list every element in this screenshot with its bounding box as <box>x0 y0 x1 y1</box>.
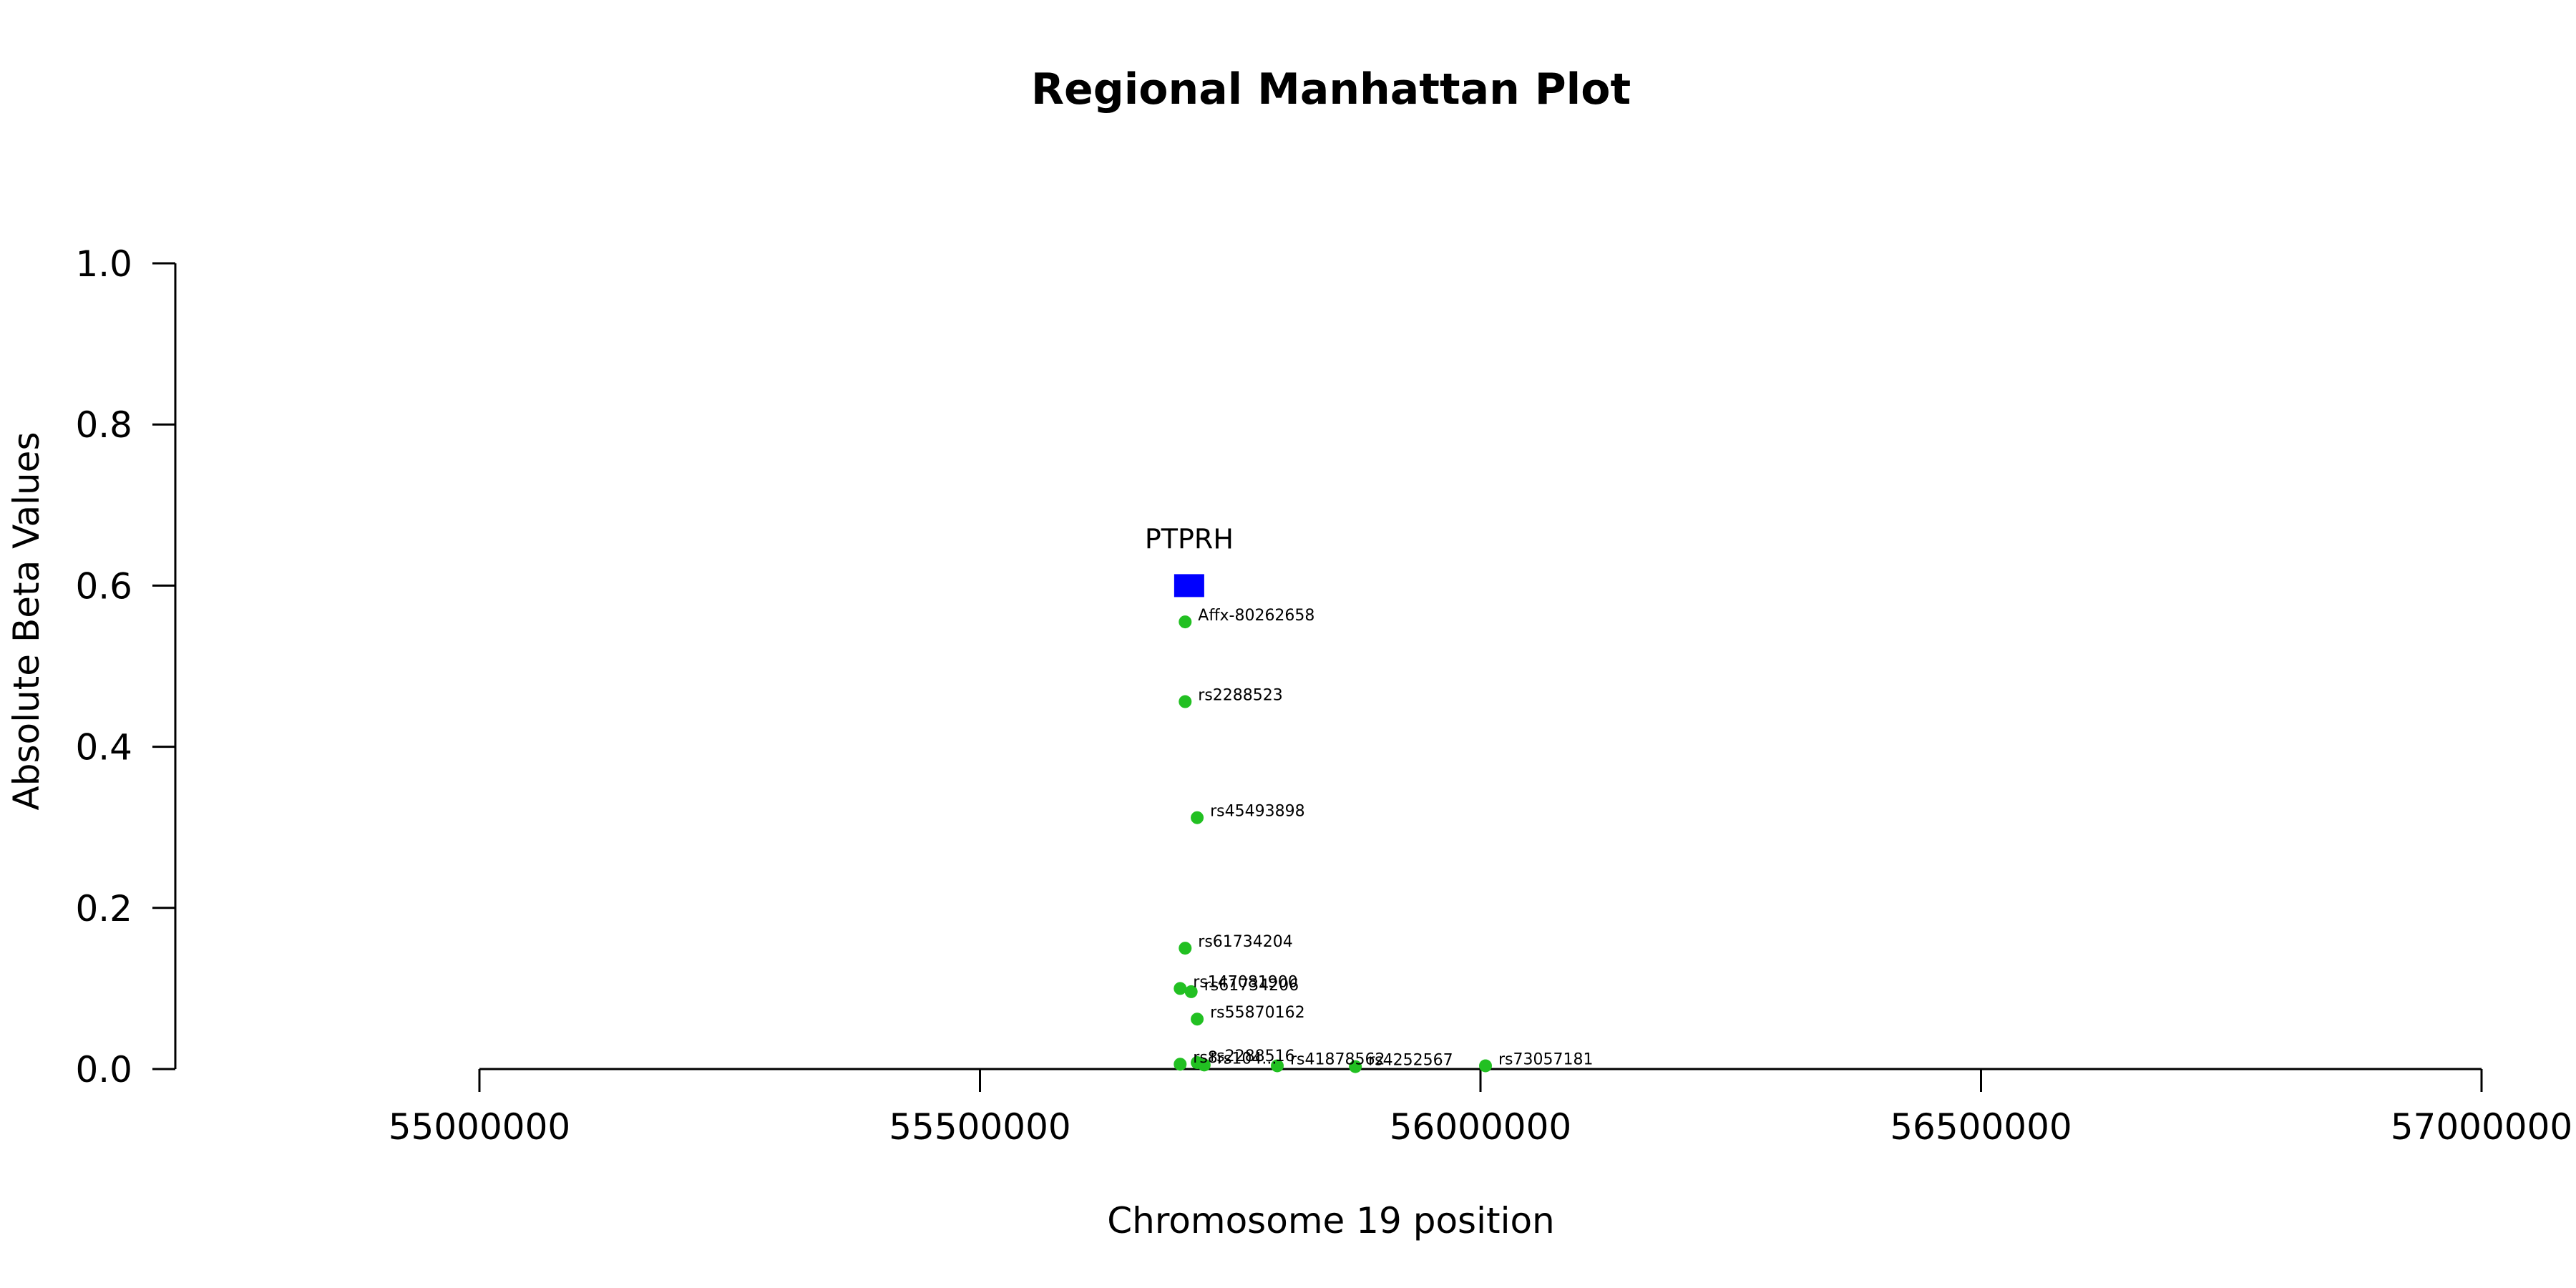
y-axis: 0.0 0.2 0.4 0.6 0.8 1.0 <box>75 243 177 1091</box>
snp-label: rs41878562 <box>1290 1050 1385 1068</box>
gene-label: PTPRH <box>1145 523 1234 555</box>
snp-point <box>1191 811 1204 824</box>
x-tick-label: 55000000 <box>389 1106 571 1148</box>
gene-marker <box>1174 574 1204 597</box>
snp-label: Affx-80262658 <box>1198 607 1314 625</box>
y-tick-label: 0.0 <box>75 1049 132 1091</box>
y-tick-label: 0.8 <box>75 404 132 446</box>
snp-label: rs104... <box>1217 1050 1277 1068</box>
x-tick-label: 57000000 <box>2391 1106 2573 1148</box>
snp-point <box>1191 1013 1204 1026</box>
snp-label: rs45493898 <box>1210 803 1304 821</box>
snp-point <box>1179 695 1192 708</box>
snp-point <box>1271 1059 1284 1073</box>
x-tick-label: 56500000 <box>1890 1106 2072 1148</box>
y-tick-label: 0.4 <box>75 727 132 769</box>
snp-point <box>1478 1059 1492 1073</box>
y-tick-label: 0.6 <box>75 565 132 607</box>
snp-label: rs147081900 <box>1193 973 1297 991</box>
snp-point <box>1197 1058 1211 1072</box>
snp-points <box>1174 615 1492 1073</box>
snp-label: rs61734206 <box>1204 977 1299 995</box>
chart-title: Regional Manhattan Plot <box>1031 64 1631 114</box>
snp-point <box>1179 615 1192 629</box>
snp-labels: Affx-80262658 rs2288523 rs45493898 rs617342… <box>1193 607 1593 1070</box>
snp-label: rs2288516 <box>1210 1048 1295 1065</box>
snp-label: rs61734204 <box>1198 933 1292 951</box>
snp-label: rs55870162 <box>1210 1004 1304 1022</box>
y-axis-label: Absolute Beta Values <box>6 432 47 811</box>
y-tick-label: 0.2 <box>75 888 132 930</box>
snp-point <box>1174 982 1187 995</box>
gene-markers: PTPRH <box>1145 523 1234 597</box>
snp-label: rs8... <box>1193 1049 1232 1067</box>
snp-label: rs4252567 <box>1368 1052 1453 1070</box>
snp-point <box>1179 942 1192 955</box>
x-axis-label: Chromosome 19 position <box>1107 1200 1555 1241</box>
snp-label: rs73057181 <box>1498 1050 1593 1068</box>
y-tick-label: 1.0 <box>75 243 132 285</box>
x-tick-label: 55500000 <box>889 1106 1071 1148</box>
snp-label: rs2288523 <box>1198 687 1283 705</box>
x-tick-label: 56000000 <box>1390 1106 1572 1148</box>
x-axis: 55000000 55500000 56000000 56500000 57000000 <box>389 1068 2573 1148</box>
snp-point <box>1174 1058 1187 1071</box>
snp-point <box>1349 1060 1362 1073</box>
snp-point <box>1184 985 1198 998</box>
